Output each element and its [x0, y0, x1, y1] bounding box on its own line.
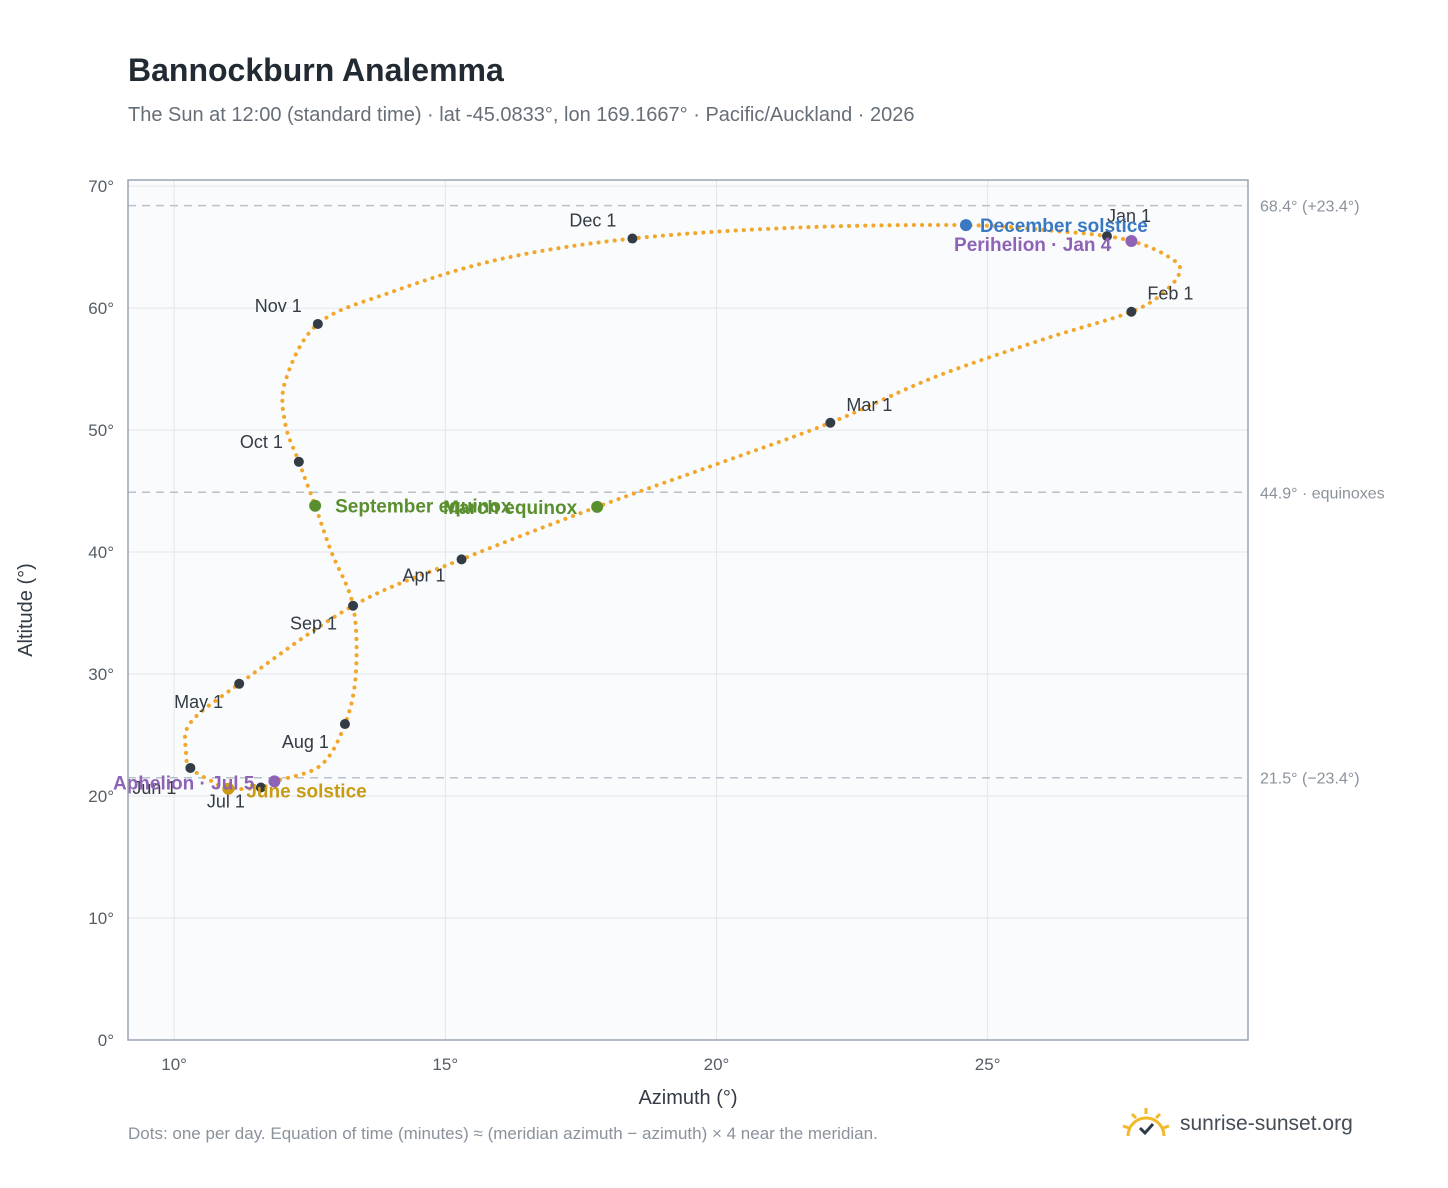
- brand-name: sunrise-sunset.org: [1180, 1112, 1353, 1135]
- month-label: Aug 1: [282, 732, 329, 752]
- event-label: Perihelion · Jan 4: [954, 235, 1112, 256]
- month-marker: [293, 456, 304, 467]
- event-marker: [268, 775, 281, 788]
- month-label: Apr 1: [403, 565, 446, 585]
- month-label: Nov 1: [255, 296, 302, 316]
- month-label: Mar 1: [846, 395, 892, 415]
- month-marker: [456, 554, 467, 565]
- y-tick-label: 20°: [88, 787, 114, 806]
- y-tick-label: 0°: [98, 1031, 114, 1050]
- sun-logo-icon: [1122, 1108, 1170, 1137]
- x-axis-label: Azimuth (°): [638, 1087, 737, 1109]
- x-tick-label: 25°: [975, 1055, 1001, 1074]
- event-marker: [1125, 234, 1138, 247]
- month-marker: [1126, 306, 1137, 317]
- plot-frame: [127, 179, 1249, 1041]
- month-marker: [234, 678, 245, 689]
- y-tick-label: 30°: [88, 665, 114, 684]
- month-label: Dec 1: [569, 211, 616, 231]
- x-tick-label: 15°: [432, 1055, 458, 1074]
- y-tick-label: 10°: [88, 909, 114, 928]
- event-label: March equinox: [443, 498, 578, 519]
- y-tick-label: 50°: [88, 421, 114, 440]
- x-tick-label: 20°: [704, 1055, 730, 1074]
- month-label: Oct 1: [240, 432, 283, 452]
- reference-line-label: 44.9° · equinoxes: [1260, 485, 1385, 502]
- brand[interactable]: sunrise-sunset.org: [1120, 1100, 1353, 1148]
- month-marker: [185, 762, 196, 773]
- x-tick-label: 10°: [161, 1055, 187, 1074]
- reference-line-label: 68.4° (+23.4°): [1260, 199, 1360, 216]
- month-label: Sep 1: [290, 614, 337, 634]
- event-label: Aphelion · Jul 5: [113, 773, 255, 794]
- reference-lines: 68.4° (+23.4°) 44.9° · equinoxes 21.5° (−2…: [128, 199, 1385, 788]
- footnote: Dots: one per day. Equation of time (min…: [128, 1124, 878, 1143]
- event-label: December solstice: [980, 216, 1148, 237]
- event-marker: [959, 219, 972, 232]
- month-marker: [627, 233, 638, 244]
- month-marker: [348, 600, 359, 611]
- event-label: June solstice: [246, 782, 366, 803]
- month-marker: [312, 318, 323, 329]
- event-marker: [309, 499, 322, 512]
- event-marker: [591, 500, 604, 513]
- y-axis-label: Altitude (°): [15, 563, 37, 657]
- y-tick-label: 60°: [88, 299, 114, 318]
- y-tick-label: 40°: [88, 543, 114, 562]
- month-marker: [825, 417, 836, 428]
- month-label: Feb 1: [1147, 284, 1193, 304]
- chart-title: Bannockburn Analemma: [128, 52, 504, 88]
- chart-subtitle: The Sun at 12:00 (standard time) · lat -…: [128, 104, 915, 126]
- month-marker: [339, 719, 350, 730]
- month-label: May 1: [174, 692, 223, 712]
- month-markers: Jan 1 Feb 1 Mar 1 Apr 1 May 1 Jun 1 Jul 1 Aug 1…: [132, 206, 1193, 811]
- reference-line-label: 21.5° (−23.4°): [1260, 771, 1360, 788]
- y-tick-label: 70°: [88, 177, 114, 196]
- axes: 10° 15° 20° 25° 0° 10° 20° 30° 40° 50° 60° 70°: [88, 177, 1000, 1074]
- event-label: September equinox: [335, 497, 512, 518]
- month-marker: [1101, 231, 1112, 242]
- month-label: Jun 1: [132, 778, 176, 798]
- month-marker: [255, 782, 266, 793]
- month-label: Jul 1: [207, 791, 245, 811]
- event-marker: [222, 782, 235, 795]
- month-label: Jan 1: [1107, 206, 1151, 226]
